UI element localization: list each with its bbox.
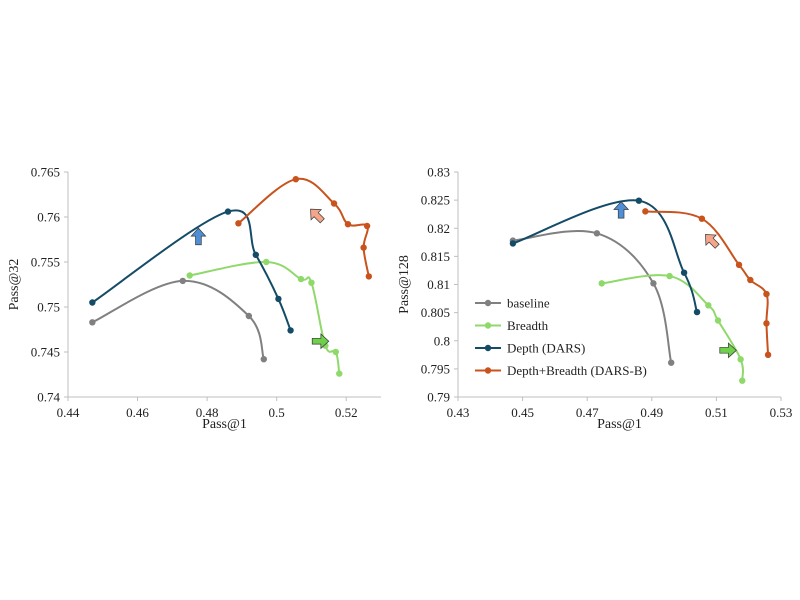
data-point-depth-dars [680,269,688,276]
data-point-depth-breadth-dars-b [330,200,338,207]
chart-pass128: 0.43 0.45 0.47 0.49 0.51 0.53 0.79 0.795 0.8 0.80… [397,165,792,433]
legend-label: Breadth [507,318,549,333]
legend-marker [484,299,492,307]
data-point-depth-breadth-dars-b [365,273,373,280]
x-axis-label: Pass@1 [597,417,642,432]
data-point-depth-dars [252,251,259,258]
data-point-depth-dars [224,208,232,215]
data-point-baseline [593,230,601,237]
data-point-breadth [598,280,605,287]
series-line-depth-dars [91,209,292,331]
y-tick-label: 0.805 [421,305,450,320]
y-tick-label: 0.745 [31,345,60,360]
data-point-breadth [263,258,270,266]
y-tick-label: 0.76 [37,210,60,225]
data-point-depth-dars [89,299,96,306]
data-point-baseline [89,319,96,326]
up-arrow-icon [613,201,630,219]
data-point-depth-breadth-dars-b [642,208,649,215]
data-point-depth-breadth-dars-b [698,215,706,222]
y-tick-label: 0.795 [421,361,450,376]
data-point-depth-dars [693,308,701,316]
data-point-depth-dars [275,295,282,303]
legend-marker [484,367,492,374]
x-tick-label: 0.53 [770,405,793,420]
up-left-arrow-icon [705,234,720,249]
data-point-depth-breadth-dars-b [292,176,299,183]
y-tick-label: 0.83 [427,165,450,180]
data-point-baseline [245,312,253,320]
x-tick-label: 0.5 [269,405,285,420]
x-tick-label: 0.52 [335,405,358,420]
y-tick-label: 0.825 [421,193,450,208]
y-axis-label: Pass@128 [397,255,412,314]
data-point-depth-breadth-dars-b [735,261,743,269]
legend-marker [484,322,492,329]
legend-label: baseline [507,296,550,311]
x-tick-label: 0.44 [57,405,80,420]
data-point-depth-breadth-dars-b [747,276,754,284]
series-line-baseline [91,279,265,360]
y-tick-label: 0.755 [31,255,60,270]
up-left-arrow-icon [310,208,325,224]
data-point-depth-breadth-dars-b [763,320,770,327]
data-point-depth-breadth-dars-b [363,222,371,230]
right-arrow-icon [311,333,330,350]
y-axis-label: Pass@32 [7,259,22,311]
y-tick-label: 0.82 [427,221,450,236]
data-point-baseline [650,280,657,287]
data-point-breadth [739,377,746,384]
x-tick-label: 0.46 [126,405,149,420]
data-point-baseline [179,277,186,285]
right-arrow-icon [719,342,737,359]
x-tick-label: 0.51 [705,405,728,420]
x-tick-label: 0.45 [511,405,534,420]
series-line-baseline [512,229,673,363]
legend-label: Depth+Breadth (DARS-B) [507,363,647,378]
data-point-depth-dars [635,197,643,204]
y-tick-label: 0.765 [31,165,60,180]
y-tick-label: 0.8 [434,333,450,348]
y-tick-label: 0.74 [37,390,60,405]
data-point-depth-dars [287,327,294,334]
legend-label: Depth (DARS) [507,341,585,356]
data-point-breadth [705,302,712,309]
data-point-breadth [336,370,343,377]
data-point-baseline [667,359,675,366]
data-point-depth-dars [509,240,517,247]
data-point-depth-breadth-dars-b [235,220,242,227]
x-tick-label: 0.43 [447,405,470,420]
data-point-breadth [714,317,722,324]
x-tick-label: 0.48 [196,405,219,420]
x-tick-label: 0.49 [640,405,663,420]
data-point-depth-breadth-dars-b [344,221,352,228]
data-point-breadth [186,272,193,279]
y-tick-label: 0.79 [427,390,450,405]
data-point-breadth [666,272,673,280]
up-arrow-icon [190,227,207,246]
legend-marker [484,344,492,352]
y-tick-label: 0.75 [37,300,60,315]
data-point-breadth [297,275,305,283]
chart-pass32: 0.44 0.46 0.48 0.5 0.52 0.74 0.745 0.75 0.755 0.7… [7,165,381,432]
y-tick-label: 0.81 [427,277,450,292]
y-tick-label: 0.815 [421,249,450,264]
series-line-depth-dars [512,199,698,313]
x-tick-label: 0.47 [576,405,599,420]
data-point-depth-breadth-dars-b [360,244,367,251]
data-point-breadth [737,356,744,363]
data-point-depth-breadth-dars-b [764,351,772,359]
data-point-breadth [332,348,339,356]
data-point-depth-breadth-dars-b [763,290,770,298]
data-point-baseline [260,356,267,363]
data-point-breadth [308,279,315,286]
x-axis-label: Pass@1 [202,417,247,432]
